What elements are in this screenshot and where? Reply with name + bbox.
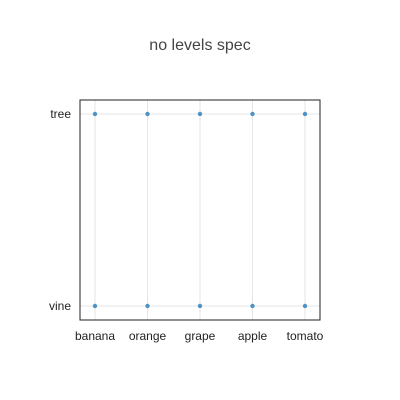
data-point-apple-tree [250, 111, 255, 117]
y-tick-label: tree [50, 107, 71, 121]
x-tick-label: apple [238, 329, 268, 343]
x-tick-label: tomato [287, 329, 324, 343]
data-point-tomato-vine [302, 303, 308, 309]
x-tick-label: banana [75, 329, 115, 343]
data-point-grape-vine [197, 303, 203, 309]
data-point-banana-vine [92, 303, 98, 309]
data-point-grape-tree [197, 111, 203, 117]
x-tick-label: grape [185, 329, 216, 343]
data-points [92, 111, 308, 309]
x-axis-tick-labels: banana orange grape apple tomato [75, 329, 324, 343]
grid-lines [80, 100, 320, 320]
chart-title: no levels spec [149, 37, 250, 54]
y-axis-tick-labels: vine tree [49, 107, 71, 313]
data-point-orange-vine [145, 303, 150, 309]
data-point-apple-vine [250, 303, 255, 309]
y-tick-label: vine [49, 299, 71, 313]
data-point-banana-tree [92, 111, 98, 117]
x-tick-label: orange [129, 329, 167, 343]
data-point-tomato-tree [302, 111, 308, 117]
plot-frame [79, 99, 321, 321]
data-point-orange-tree [145, 111, 150, 117]
